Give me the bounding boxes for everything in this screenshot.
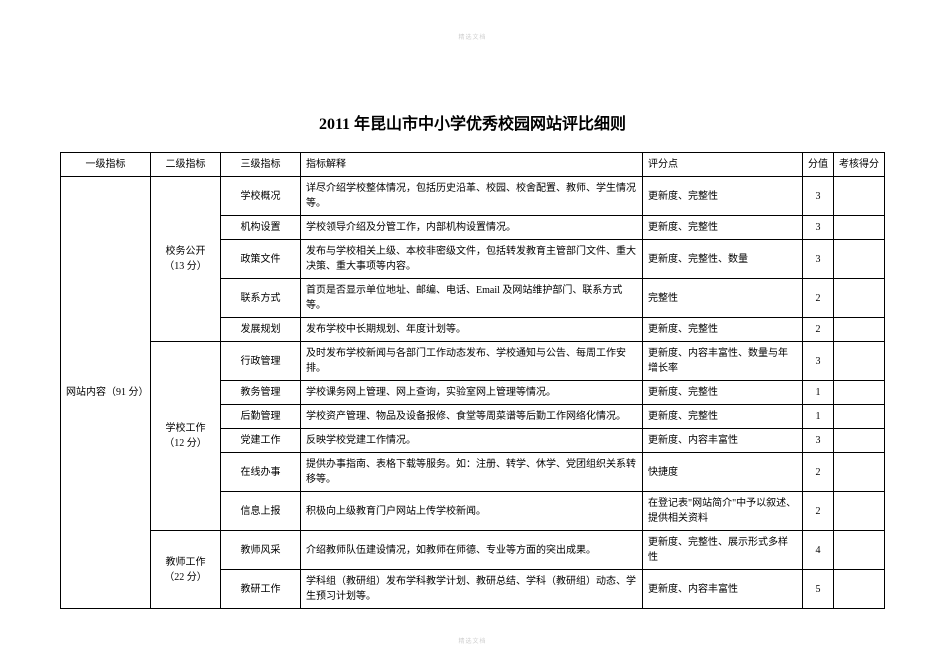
- cell-desc: 学校课务网上管理、网上查询，实验室网上管理等情况。: [301, 381, 643, 405]
- cell-criteria: 完整性: [643, 279, 803, 318]
- table-row: 学校工作（12 分） 行政管理 及时发布学校新闻与各部门工作动态发布、学校通知与…: [61, 342, 885, 381]
- table-row: 教师工作（22 分） 教师风采 介绍教师队伍建设情况，如教师在师德、专业等方面的…: [61, 531, 885, 570]
- cell-score: 2: [803, 318, 834, 342]
- watermark-top: 精选文档: [458, 32, 486, 41]
- cell-level2: 学校工作（12 分）: [151, 342, 221, 531]
- cell-desc: 学校领导介绍及分管工作，内部机构设置情况。: [301, 216, 643, 240]
- cell-desc: 首页是否显示单位地址、邮编、电话、Email 及网站维护部门、联系方式等。: [301, 279, 643, 318]
- cell-criteria: 更新度、完整性、数量: [643, 240, 803, 279]
- cell-score: 1: [803, 381, 834, 405]
- cell-desc: 介绍教师队伍建设情况，如教师在师德、专业等方面的突出成果。: [301, 531, 643, 570]
- cell-criteria: 更新度、完整性: [643, 381, 803, 405]
- cell-actual: [834, 531, 885, 570]
- cell-actual: [834, 318, 885, 342]
- table-row: 网站内容（91 分） 校务公开（13 分） 学校概况 详尽介绍学校整体情况，包括…: [61, 177, 885, 216]
- cell-desc: 发布学校中长期规划、年度计划等。: [301, 318, 643, 342]
- cell-desc: 学科组（教研组）发布学科教学计划、教研总结、学科（教研组）动态、学生预习计划等。: [301, 570, 643, 609]
- cell-score: 3: [803, 429, 834, 453]
- header-actual: 考核得分: [834, 153, 885, 177]
- cell-score: 2: [803, 279, 834, 318]
- cell-actual: [834, 453, 885, 492]
- cell-score: 2: [803, 453, 834, 492]
- cell-actual: [834, 492, 885, 531]
- cell-score: 4: [803, 531, 834, 570]
- evaluation-table: 一级指标 二级指标 三级指标 指标解释 评分点 分值 考核得分 网站内容（91 …: [60, 152, 885, 609]
- header-criteria: 评分点: [643, 153, 803, 177]
- cell-criteria: 更新度、完整性: [643, 405, 803, 429]
- cell-desc: 积极向上级教育门户网站上传学校新闻。: [301, 492, 643, 531]
- cell-level3: 教研工作: [221, 570, 301, 609]
- cell-criteria: 更新度、内容丰富性: [643, 570, 803, 609]
- cell-criteria: 更新度、完整性: [643, 177, 803, 216]
- cell-score: 3: [803, 240, 834, 279]
- cell-actual: [834, 405, 885, 429]
- cell-actual: [834, 279, 885, 318]
- cell-criteria: 快捷度: [643, 453, 803, 492]
- cell-score: 3: [803, 342, 834, 381]
- cell-criteria: 在登记表"网站简介"中予以叙述、提供相关资料: [643, 492, 803, 531]
- cell-criteria: 更新度、内容丰富性、数量与年增长率: [643, 342, 803, 381]
- cell-criteria: 更新度、完整性、展示形式多样性: [643, 531, 803, 570]
- cell-desc: 及时发布学校新闻与各部门工作动态发布、学校通知与公告、每周工作安排。: [301, 342, 643, 381]
- cell-criteria: 更新度、完整性: [643, 318, 803, 342]
- cell-desc: 学校资产管理、物品及设备报修、食堂等周菜谱等后勤工作网络化情况。: [301, 405, 643, 429]
- cell-actual: [834, 381, 885, 405]
- cell-level3: 联系方式: [221, 279, 301, 318]
- cell-score: 2: [803, 492, 834, 531]
- cell-criteria: 更新度、内容丰富性: [643, 429, 803, 453]
- cell-level3: 行政管理: [221, 342, 301, 381]
- cell-level1: 网站内容（91 分）: [61, 177, 151, 609]
- cell-criteria: 更新度、完整性: [643, 216, 803, 240]
- cell-score: 3: [803, 177, 834, 216]
- table-body: 网站内容（91 分） 校务公开（13 分） 学校概况 详尽介绍学校整体情况，包括…: [61, 177, 885, 609]
- header-level3: 三级指标: [221, 153, 301, 177]
- cell-level3: 教师风采: [221, 531, 301, 570]
- cell-actual: [834, 240, 885, 279]
- cell-level3: 教务管理: [221, 381, 301, 405]
- cell-level3: 机构设置: [221, 216, 301, 240]
- cell-desc: 发布与学校相关上级、本校非密级文件，包括转发教育主管部门文件、重大决策、重大事项…: [301, 240, 643, 279]
- cell-score: 1: [803, 405, 834, 429]
- header-desc: 指标解释: [301, 153, 643, 177]
- table-header-row: 一级指标 二级指标 三级指标 指标解释 评分点 分值 考核得分: [61, 153, 885, 177]
- cell-level3: 党建工作: [221, 429, 301, 453]
- cell-level2: 校务公开（13 分）: [151, 177, 221, 342]
- page-title: 2011 年昆山市中小学优秀校园网站评比细则: [60, 110, 885, 134]
- document-page: 2011 年昆山市中小学优秀校园网站评比细则 一级指标 二级指标 三级指标 指标…: [0, 0, 945, 629]
- header-level1: 一级指标: [61, 153, 151, 177]
- cell-level3: 学校概况: [221, 177, 301, 216]
- cell-score: 3: [803, 216, 834, 240]
- header-level2: 二级指标: [151, 153, 221, 177]
- cell-level3: 政策文件: [221, 240, 301, 279]
- cell-actual: [834, 342, 885, 381]
- cell-actual: [834, 570, 885, 609]
- cell-desc: 反映学校党建工作情况。: [301, 429, 643, 453]
- cell-actual: [834, 429, 885, 453]
- cell-desc: 详尽介绍学校整体情况，包括历史沿革、校园、校舍配置、教师、学生情况等。: [301, 177, 643, 216]
- cell-score: 5: [803, 570, 834, 609]
- cell-level3: 后勤管理: [221, 405, 301, 429]
- cell-level2: 教师工作（22 分）: [151, 531, 221, 609]
- cell-actual: [834, 177, 885, 216]
- cell-desc: 提供办事指南、表格下载等服务。如：注册、转学、休学、党团组织关系转移等。: [301, 453, 643, 492]
- cell-actual: [834, 216, 885, 240]
- cell-level3: 信息上报: [221, 492, 301, 531]
- header-score: 分值: [803, 153, 834, 177]
- cell-level3: 发展规划: [221, 318, 301, 342]
- watermark-bottom: 精选文档: [458, 636, 486, 645]
- cell-level3: 在线办事: [221, 453, 301, 492]
